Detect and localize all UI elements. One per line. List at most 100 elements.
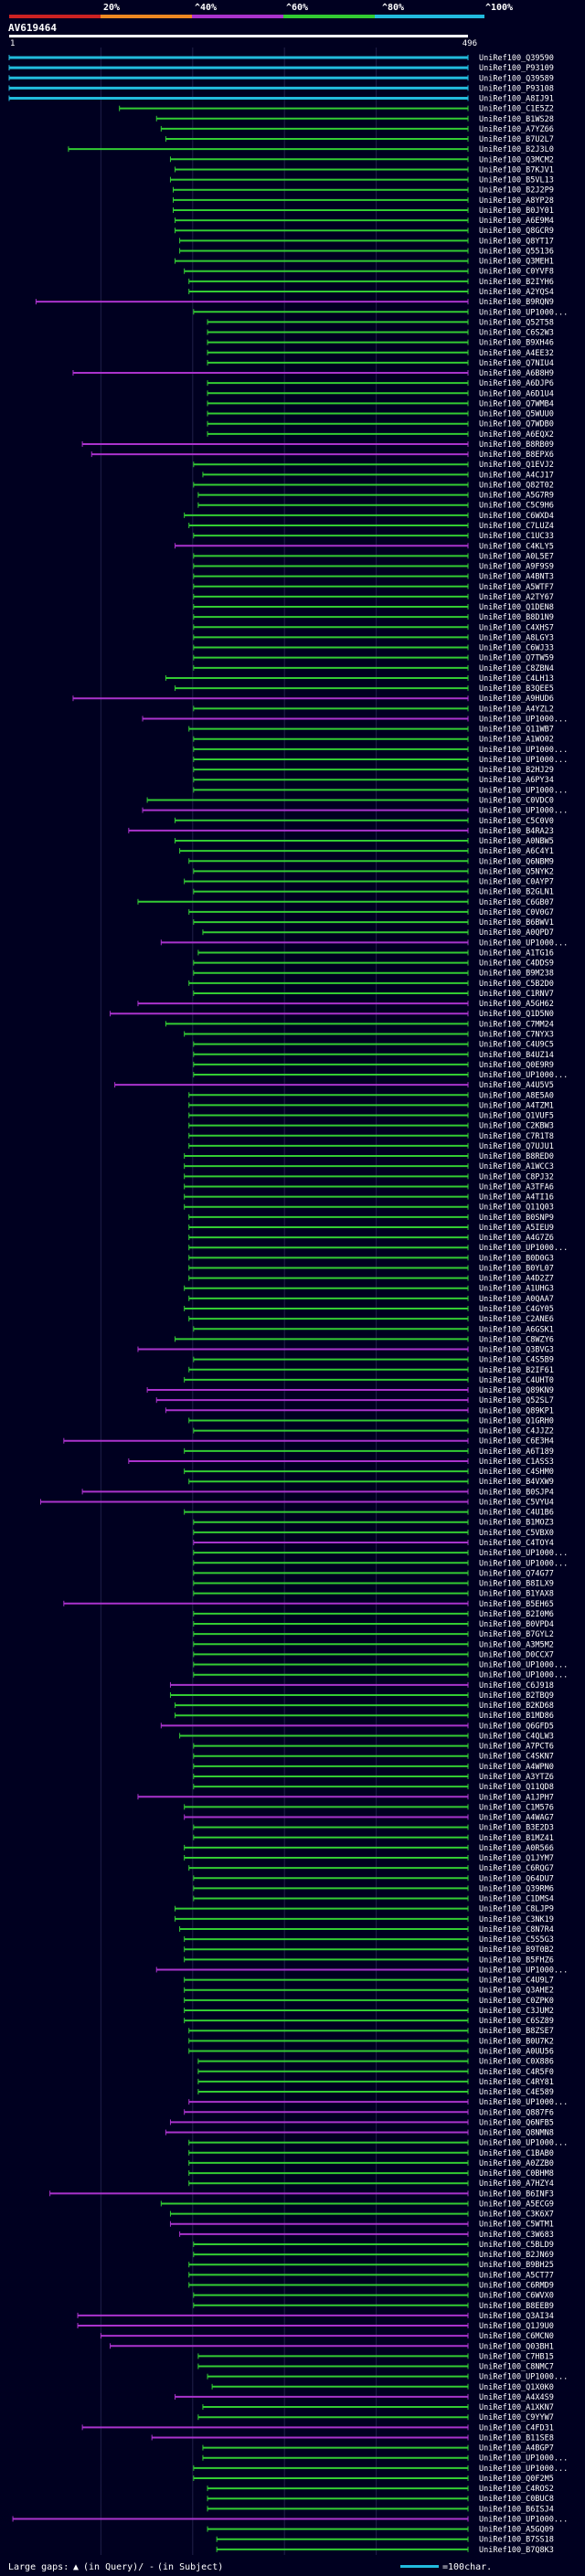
hit-label[interactable]: UniRef100_Q1VUF5 xyxy=(479,1112,554,1121)
hit-label[interactable]: UniRef100_B8ZSE7 xyxy=(479,2027,554,2036)
hit-row[interactable]: UniRef100_UP1000... xyxy=(12,2515,568,2524)
hit-row[interactable]: UniRef100_Q3MEH1 xyxy=(175,258,554,267)
hit-row[interactable]: UniRef100_C0VDC0 xyxy=(146,797,554,806)
hit-row[interactable]: UniRef100_A6T189 xyxy=(184,1447,554,1457)
hit-label[interactable]: UniRef100_B7GYL2 xyxy=(479,1630,554,1639)
hit-row[interactable]: UniRef100_Q1DEN8 xyxy=(193,603,554,612)
hit-row[interactable]: UniRef100_Q89KN9 xyxy=(146,1386,554,1395)
hit-row[interactable]: UniRef100_UP1000... xyxy=(193,1661,568,1670)
hit-label[interactable]: UniRef100_B2IYH6 xyxy=(479,278,554,287)
hit-label[interactable]: UniRef100_B8EEB9 xyxy=(479,2302,554,2311)
hit-label[interactable]: UniRef100_UP1000... xyxy=(479,938,568,948)
hit-row[interactable]: UniRef100_C1M576 xyxy=(184,1803,554,1812)
hit-label[interactable]: UniRef100_C6WJ33 xyxy=(479,644,554,653)
hit-row[interactable]: UniRef100_Q3AHE2 xyxy=(184,1987,554,1996)
hit-label[interactable]: UniRef100_B0SNP9 xyxy=(479,1214,554,1223)
hit-row[interactable]: UniRef100_A3TFA6 xyxy=(184,1182,554,1192)
hit-row[interactable]: UniRef100_C0BUC8 xyxy=(207,2495,554,2504)
hit-row[interactable]: UniRef100_B2KD68 xyxy=(175,1701,554,1711)
hit-row[interactable]: UniRef100_B0U7K2 xyxy=(188,2037,554,2046)
hit-label[interactable]: UniRef100_UP1000... xyxy=(479,1966,568,1975)
hit-label[interactable]: UniRef100_Q11Q03 xyxy=(479,1203,554,1213)
hit-row[interactable]: UniRef100_UP1000... xyxy=(193,308,568,317)
hit-row[interactable]: UniRef100_B2HJ29 xyxy=(193,766,554,775)
hit-row[interactable]: UniRef100_C7LUZ4 xyxy=(188,522,554,531)
hit-row[interactable]: UniRef100_B8EPX6 xyxy=(90,451,554,460)
hit-row[interactable]: UniRef100_A5G7R9 xyxy=(197,492,554,501)
hit-row[interactable]: UniRef100_B9T0B2 xyxy=(184,1945,554,1955)
hit-label[interactable]: UniRef100_UP1000... xyxy=(479,807,568,816)
hit-label[interactable]: UniRef100_A1UHG3 xyxy=(479,1285,554,1294)
hit-row[interactable]: UniRef100_Q8YT17 xyxy=(179,237,554,246)
hit-row[interactable]: UniRef100_A3YTZ6 xyxy=(193,1773,554,1782)
hit-row[interactable]: UniRef100_A0ZZB0 xyxy=(188,2159,554,2168)
hit-label[interactable]: UniRef100_C5C0V0 xyxy=(479,817,554,826)
hit-label[interactable]: UniRef100_A0L5E7 xyxy=(479,552,554,561)
hit-row[interactable]: UniRef100_C9YYW7 xyxy=(197,2413,554,2422)
hit-row[interactable]: UniRef100_UP1000... xyxy=(193,756,568,765)
hit-row[interactable]: UniRef100_A4G7Z6 xyxy=(188,1234,554,1243)
hit-row[interactable]: UniRef100_Q3BVG3 xyxy=(137,1346,554,1355)
hit-row[interactable]: UniRef100_B8EEB9 xyxy=(193,2302,554,2311)
hit-row[interactable]: UniRef100_A5WTF7 xyxy=(193,583,554,592)
hit-row[interactable]: UniRef100_Q7UJU1 xyxy=(188,1142,554,1151)
hit-label[interactable]: UniRef100_UP1000... xyxy=(479,1244,568,1253)
hit-row[interactable]: UniRef100_C0ZPK0 xyxy=(184,1997,554,2006)
hit-row[interactable]: UniRef100_Q1GRH0 xyxy=(188,1416,554,1426)
hit-row[interactable]: UniRef100_A4BNT3 xyxy=(193,573,554,582)
hit-row[interactable]: UniRef100_B4RA23 xyxy=(128,827,554,836)
hit-label[interactable]: UniRef100_UP1000... xyxy=(479,1671,568,1680)
hit-label[interactable]: UniRef100_Q7WMB4 xyxy=(479,399,554,408)
hit-label[interactable]: UniRef100_B0D0G3 xyxy=(479,1254,554,1263)
hit-row[interactable]: UniRef100_A3M5M2 xyxy=(193,1640,554,1649)
hit-label[interactable]: UniRef100_B2JN69 xyxy=(479,2251,554,2260)
hit-label[interactable]: UniRef100_Q3AI34 xyxy=(479,2312,554,2321)
hit-row[interactable]: UniRef100_Q0F2M5 xyxy=(193,2475,554,2484)
hit-row[interactable]: UniRef100_C0V0G7 xyxy=(188,908,554,917)
hit-row[interactable]: UniRef100_C4SHM0 xyxy=(184,1468,554,1477)
hit-row[interactable]: UniRef100_B2J3L0 xyxy=(68,145,554,154)
hit-row[interactable]: UniRef100_A1XKN7 xyxy=(202,2403,554,2412)
hit-row[interactable]: UniRef100_B7KJV1 xyxy=(175,165,554,175)
hit-row[interactable]: UniRef100_C4R5F0 xyxy=(197,2068,554,2077)
hit-row[interactable]: UniRef100_Q7TW59 xyxy=(193,654,554,663)
hit-label[interactable]: UniRef100_A4TZM1 xyxy=(479,1101,554,1110)
hit-row[interactable]: UniRef100_C4U9C5 xyxy=(193,1041,554,1050)
hit-row[interactable]: UniRef100_C7NYX3 xyxy=(184,1030,554,1039)
hit-row[interactable]: UniRef100_A5CT77 xyxy=(188,2271,554,2280)
hit-label[interactable]: UniRef100_Q82T02 xyxy=(479,481,554,490)
hit-row[interactable]: UniRef100_A4WPN0 xyxy=(193,1763,554,1772)
hit-label[interactable]: UniRef100_A1WO02 xyxy=(479,736,554,745)
hit-row[interactable]: UniRef100_B7SS18 xyxy=(216,2536,554,2545)
hit-label[interactable]: UniRef100_UP1000... xyxy=(479,715,568,724)
hit-label[interactable]: UniRef100_B1MZ41 xyxy=(479,1834,554,1843)
hit-label[interactable]: UniRef100_Q7WDB0 xyxy=(479,420,554,429)
hit-label[interactable]: UniRef100_B6INF3 xyxy=(479,2189,554,2199)
hit-label[interactable]: UniRef100_Q11QD8 xyxy=(479,1783,554,1792)
hit-label[interactable]: UniRef100_C0YVF8 xyxy=(479,268,554,277)
hit-row[interactable]: UniRef100_Q3AI34 xyxy=(77,2312,554,2321)
hit-label[interactable]: UniRef100_C5WTM1 xyxy=(479,2221,554,2230)
hit-label[interactable]: UniRef100_Q39RM6 xyxy=(479,1884,554,1893)
hit-row[interactable]: UniRef100_B5EH65 xyxy=(63,1600,554,1609)
hit-label[interactable]: UniRef100_C6S2W3 xyxy=(479,329,554,338)
hit-label[interactable]: UniRef100_C4JJZ2 xyxy=(479,1427,554,1436)
hit-label[interactable]: UniRef100_B8RB09 xyxy=(479,440,554,450)
hit-row[interactable]: UniRef100_Q39RM6 xyxy=(193,1884,554,1893)
hit-label[interactable]: UniRef100_Q6NBM9 xyxy=(479,857,554,866)
hit-row[interactable]: UniRef100_Q1EVJ2 xyxy=(193,461,554,470)
hit-label[interactable]: UniRef100_B2HJ29 xyxy=(479,766,554,775)
hit-label[interactable]: UniRef100_Q8YT17 xyxy=(479,237,554,246)
hit-row[interactable]: UniRef100_C0YVF8 xyxy=(184,268,554,277)
hit-row[interactable]: UniRef100_C5WTM1 xyxy=(169,2221,554,2230)
hit-label[interactable]: UniRef100_A4D2Z7 xyxy=(479,1275,554,1284)
hit-label[interactable]: UniRef100_B8RED0 xyxy=(479,1152,554,1161)
hit-label[interactable]: UniRef100_A5ECG9 xyxy=(479,2200,554,2209)
hit-row[interactable]: UniRef100_Q0E9R9 xyxy=(193,1061,554,1070)
hit-row[interactable]: UniRef100_Q11Q03 xyxy=(184,1203,554,1213)
hit-label[interactable]: UniRef100_UP1000... xyxy=(479,2373,568,2382)
hit-row[interactable]: UniRef100_B9RQN9 xyxy=(35,298,554,307)
hit-row[interactable]: UniRef100_UP1000... xyxy=(193,746,568,755)
hit-row[interactable]: UniRef100_C6WJ33 xyxy=(193,644,554,653)
hit-label[interactable]: UniRef100_Q52SL7 xyxy=(479,1396,554,1405)
